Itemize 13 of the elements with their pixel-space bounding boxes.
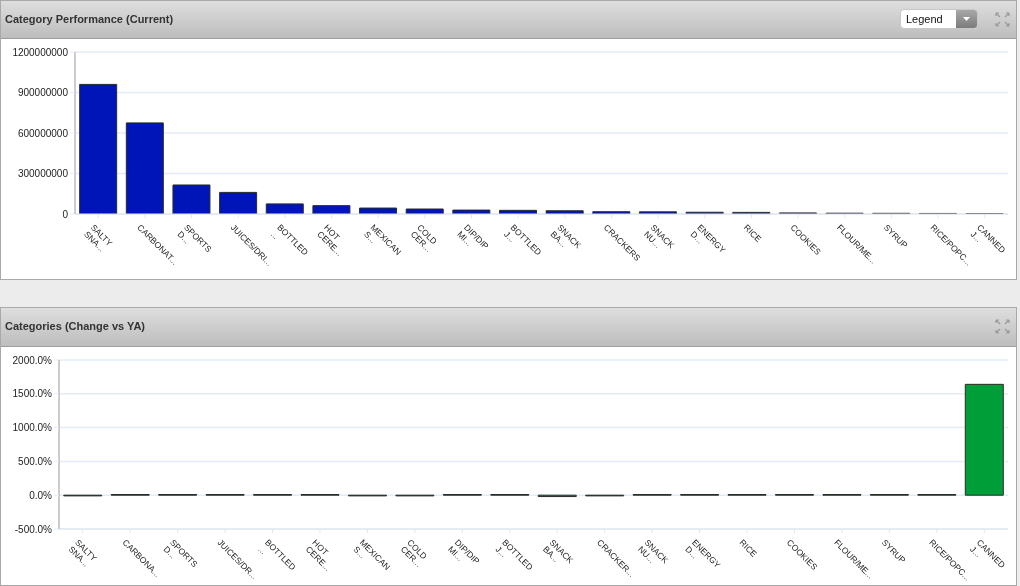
chart-title: Categories (Change vs YA) — [5, 320, 145, 332]
y-tick-label: 500.0% — [18, 455, 53, 467]
y-tick-label: 900000000 — [17, 87, 69, 99]
y-tick-label: 1200000000 — [12, 46, 69, 58]
y-tick-label: 1500.0% — [12, 388, 53, 400]
y-tick-label: 0 — [62, 208, 69, 220]
chart-title: Category Performance (Current) — [5, 13, 174, 25]
y-tick-label: 0.0% — [29, 489, 53, 501]
y-tick-label: 600000000 — [17, 127, 69, 139]
y-tick-label: 1000.0% — [12, 422, 53, 434]
y-tick-label: 2000.0% — [12, 354, 53, 366]
y-tick-label: 300000000 — [17, 168, 69, 180]
y-tick-label: -500.0% — [14, 523, 53, 535]
